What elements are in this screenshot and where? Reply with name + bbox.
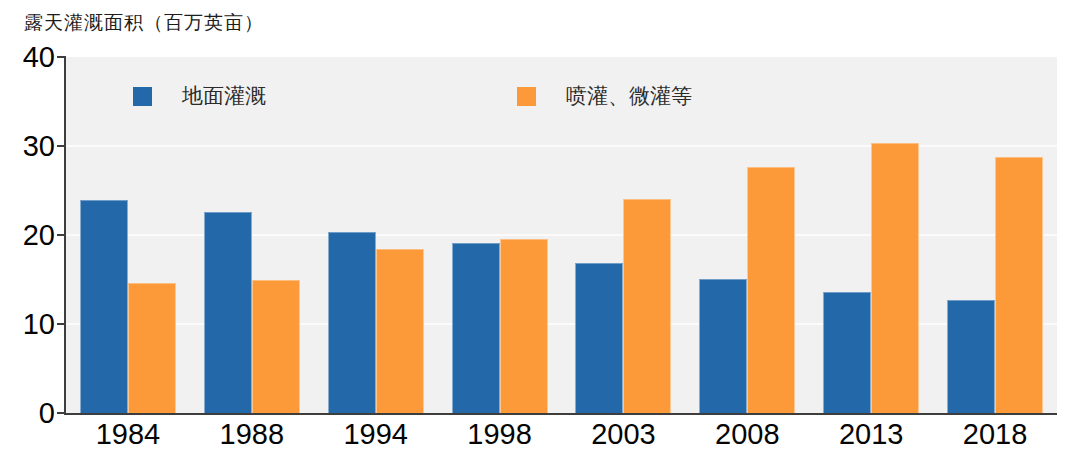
y-tick-0	[57, 412, 66, 414]
bar-series0-1988	[204, 212, 252, 413]
y-axis-label-30: 30	[0, 129, 55, 163]
legend-item-surface-irrigation: 地面灌溉	[133, 86, 266, 106]
x-axis-label-1988: 1988	[190, 417, 314, 451]
bar-series0-2018	[947, 300, 995, 413]
y-tick-20	[57, 234, 66, 236]
bar-series0-2008	[699, 279, 747, 413]
x-axis-label-1998: 1998	[438, 417, 562, 451]
bar-series1-1984	[128, 283, 176, 413]
y-axis-label-10: 10	[0, 307, 55, 341]
bar-series0-2003	[575, 263, 623, 413]
x-axis-label-2008: 2008	[685, 417, 809, 451]
y-axis-label-0: 0	[0, 396, 55, 430]
x-axis-label-1984: 1984	[66, 417, 190, 451]
bar-series0-1984	[80, 200, 128, 413]
bar-series1-2008	[747, 167, 795, 413]
x-axis-label-1994: 1994	[314, 417, 438, 451]
legend-label-surface-irrigation: 地面灌溉	[182, 82, 266, 110]
legend-label-sprinkler-micro-irrigation: 喷灌、微灌等	[566, 82, 692, 110]
plot-area: 地面灌溉 喷灌、微灌等	[66, 57, 1057, 413]
bar-series1-1994	[376, 249, 424, 413]
bar-series0-1998	[452, 243, 500, 413]
y-axis-label-40: 40	[0, 40, 55, 74]
bar-series1-2013	[871, 143, 919, 413]
bar-series1-2018	[995, 157, 1043, 413]
legend-swatch-surface-irrigation-icon	[133, 87, 152, 106]
x-axis-label-2013: 2013	[809, 417, 933, 451]
legend-item-sprinkler-micro-irrigation: 喷灌、微灌等	[517, 86, 692, 106]
bar-series1-1998	[500, 239, 548, 413]
legend-swatch-sprinkler-micro-irrigation-icon	[517, 87, 536, 106]
y-tick-30	[57, 145, 66, 147]
bar-series1-1988	[252, 280, 300, 414]
chart-canvas: 露天灌溉面积（百万英亩） 地面灌溉 喷灌、微灌等 010203040198419…	[0, 0, 1080, 451]
y-axis-label-20: 20	[0, 218, 55, 252]
x-axis-label-2018: 2018	[933, 417, 1057, 451]
y-tick-10	[57, 323, 66, 325]
chart-title: 露天灌溉面积（百万英亩）	[24, 10, 264, 36]
bar-series1-2003	[623, 199, 671, 413]
bar-series0-2013	[823, 292, 871, 413]
bar-series0-1994	[328, 232, 376, 413]
x-axis-label-2003: 2003	[561, 417, 685, 451]
y-tick-40	[57, 56, 66, 58]
